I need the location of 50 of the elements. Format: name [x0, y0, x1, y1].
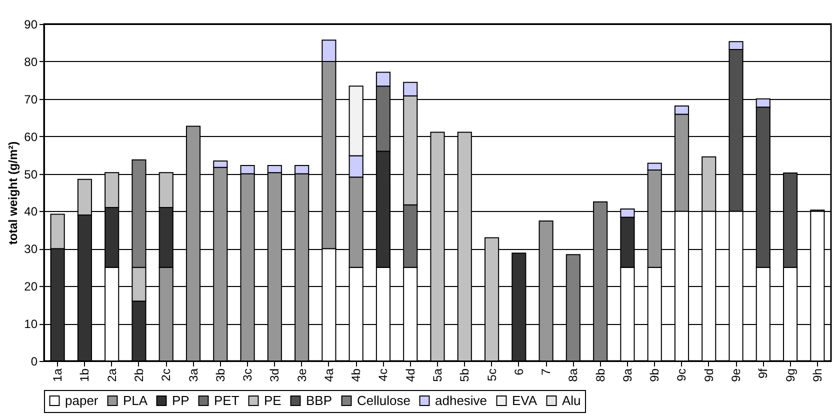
y-tick-label: 40: [24, 204, 38, 219]
x-tick-label: 4a: [322, 368, 336, 382]
x-tick-label: 8a: [566, 368, 580, 382]
x-tick-label: 2b: [132, 368, 146, 382]
x-tick-label: 9a: [620, 368, 634, 382]
legend-label: paper: [65, 392, 99, 408]
legend-label: PP: [172, 392, 190, 408]
x-tick-label: 9h: [810, 368, 824, 382]
y-tick-label: 30: [24, 242, 38, 256]
x-tick-label: 7: [539, 368, 554, 376]
x-tick-label: 3c: [240, 368, 255, 382]
x-tick-label: 6: [512, 368, 526, 376]
y-tick-label: 50: [24, 167, 38, 182]
x-tick-label: 2c: [159, 368, 174, 382]
x-tick-label: 9g: [783, 368, 798, 382]
x-tick-label: 5c: [484, 368, 499, 382]
y-tick-label: 90: [24, 18, 38, 32]
x-tick-label: 3e: [294, 368, 309, 382]
legend-label: BBP: [306, 392, 332, 408]
legend-label: Cellulose: [357, 392, 410, 408]
x-tick-label: 4d: [403, 368, 418, 382]
y-axis-title: total weight (g/m²): [6, 141, 20, 245]
x-tick-label: 9e: [729, 368, 744, 382]
y-tick-label: 20: [24, 280, 38, 294]
x-tick-label: 5a: [430, 368, 444, 382]
x-tick-label: 3a: [186, 368, 200, 382]
x-tick-label: 3b: [213, 368, 228, 382]
x-tick-label: 1a: [50, 368, 65, 382]
y-tick-label: 80: [24, 54, 38, 69]
x-tick-label: 9b: [648, 368, 662, 382]
x-tick-label: 9d: [702, 368, 716, 382]
x-tick-label: 1b: [78, 368, 92, 382]
legend-label: PLA: [123, 392, 148, 408]
y-tick-label: 60: [24, 130, 38, 144]
x-tick-label: 8b: [593, 368, 608, 382]
x-tick-label: 5b: [458, 368, 472, 382]
y-tick-label: 0: [30, 354, 38, 368]
legend-label: EVA: [512, 392, 538, 408]
x-tick-label: 4c: [376, 368, 390, 382]
y-tick-label: 70: [24, 92, 38, 106]
x-tick-label: 3d: [268, 368, 282, 382]
legend-label: PET: [214, 392, 240, 408]
legend-label: PE: [264, 392, 282, 408]
x-tick-label: 2a: [104, 368, 119, 382]
x-tick-label: 4b: [349, 368, 364, 382]
legend-label: adhesive: [435, 392, 488, 408]
x-tick-label: 9c: [674, 368, 689, 382]
legend-label: Alu: [562, 392, 581, 408]
x-tick-label: 9f: [756, 368, 770, 379]
y-tick-label: 10: [24, 317, 38, 332]
